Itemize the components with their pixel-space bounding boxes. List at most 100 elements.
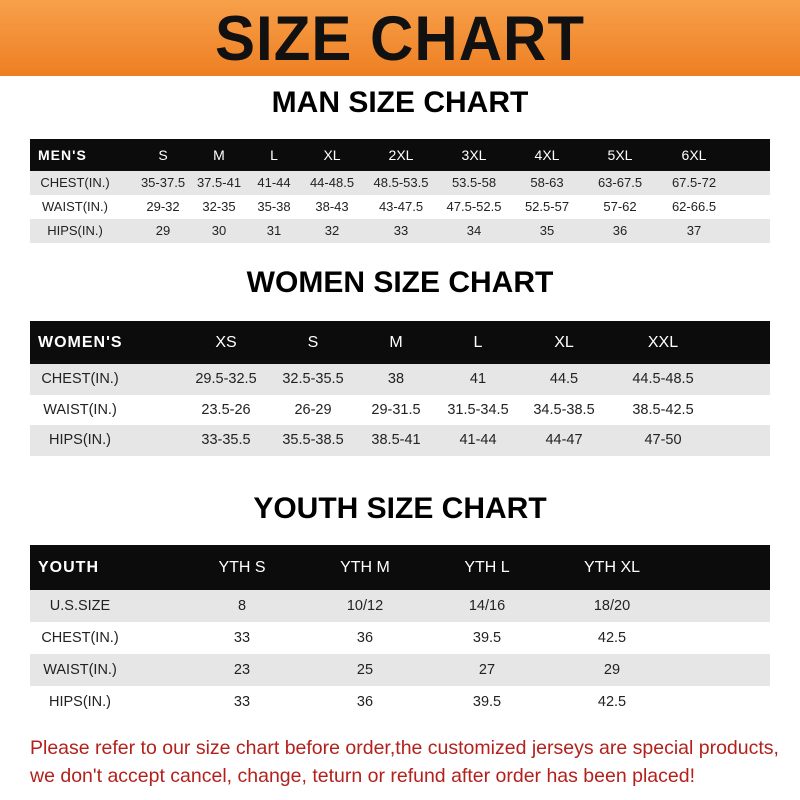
size-header: YTH XL bbox=[583, 559, 641, 576]
women-heading: WOMEN SIZE CHART bbox=[246, 266, 554, 299]
table-cell: 47.5-52.5 bbox=[446, 199, 502, 214]
table-cell: 35-37.5 bbox=[140, 175, 186, 190]
table-row: WAIST(IN.) 29-32 32-35 35-38 38-43 43-47.5 47.… bbox=[30, 195, 770, 219]
size-header: 6XL bbox=[681, 147, 707, 163]
row-label: WAIST(IN.) bbox=[43, 662, 117, 678]
table-cell: 10/12 bbox=[346, 598, 384, 614]
table-cell: 42.5 bbox=[597, 630, 627, 646]
table-cell: 52.5-57 bbox=[524, 199, 570, 214]
table-corner-label: MEN'S bbox=[38, 147, 87, 163]
row-label: HIPS(IN.) bbox=[47, 223, 103, 238]
table-cell: 23 bbox=[233, 662, 251, 678]
size-header: L bbox=[473, 334, 483, 351]
size-header: 5XL bbox=[607, 147, 633, 163]
size-header: M bbox=[213, 147, 225, 163]
row-label: HIPS(IN.) bbox=[48, 694, 112, 710]
table-cell: 35.5-38.5 bbox=[282, 432, 344, 448]
table-cell: 26-29 bbox=[294, 401, 332, 418]
table-cell: 44-48.5 bbox=[309, 175, 355, 190]
size-header: 2XL bbox=[388, 147, 414, 163]
table-cell: 33-35.5 bbox=[201, 432, 251, 448]
table-row: CHEST(IN.) 33 36 39.5 42.5 bbox=[30, 622, 770, 654]
table-cell: 32-35 bbox=[202, 199, 236, 214]
table-cell: 41-44 bbox=[257, 175, 291, 190]
table-cell: 58-63 bbox=[530, 175, 564, 190]
table-cell: 32.5-35.5 bbox=[282, 371, 344, 387]
title-banner: SIZE CHART bbox=[0, 0, 800, 76]
table-header-row: WOMEN'S XS S M L XL XXL bbox=[30, 321, 770, 364]
table-cell: 37 bbox=[686, 223, 702, 238]
table-cell: 32 bbox=[324, 223, 340, 238]
table-cell: 41 bbox=[469, 371, 487, 387]
table-cell: 23.5-26 bbox=[201, 401, 251, 418]
men-heading: MAN SIZE CHART bbox=[271, 86, 529, 119]
table-cell: 34 bbox=[466, 223, 482, 238]
table-cell: 43-47.5 bbox=[378, 199, 424, 214]
size-header: S bbox=[158, 147, 168, 163]
table-cell: 48.5-53.5 bbox=[373, 175, 429, 190]
row-label: WAIST(IN.) bbox=[42, 199, 108, 214]
table-cell: 29-31.5 bbox=[371, 401, 421, 418]
table-cell: 18/20 bbox=[593, 598, 631, 614]
table-cell: 33 bbox=[233, 630, 251, 646]
table-cell: 29 bbox=[155, 223, 171, 238]
table-row: CHEST(IN.) 29.5-32.5 32.5-35.5 38 41 44.5 44.5… bbox=[30, 364, 770, 395]
table-cell: 63-67.5 bbox=[597, 175, 643, 190]
table-corner-label: YOUTH bbox=[38, 559, 99, 576]
table-cell: 29 bbox=[603, 662, 621, 678]
row-label: U.S.SIZE bbox=[49, 598, 111, 614]
table-cell: 34.5-38.5 bbox=[533, 401, 595, 418]
youth-heading: YOUTH SIZE CHART bbox=[253, 492, 547, 525]
table-cell: 39.5 bbox=[472, 694, 502, 710]
size-header: XL bbox=[554, 334, 574, 351]
table-row: HIPS(IN.) 33 36 39.5 42.5 bbox=[30, 686, 770, 718]
size-header: YTH L bbox=[464, 559, 510, 576]
table-cell: 35 bbox=[539, 223, 555, 238]
size-header: YTH M bbox=[340, 559, 390, 576]
table-cell: 41-44 bbox=[459, 432, 497, 448]
row-label: HIPS(IN.) bbox=[48, 432, 112, 448]
table-cell: 44.5-48.5 bbox=[632, 371, 694, 387]
table-cell: 29.5-32.5 bbox=[195, 371, 257, 387]
size-header: XL bbox=[323, 147, 341, 163]
table-cell: 47-50 bbox=[644, 432, 682, 448]
table-cell: 44-47 bbox=[545, 432, 583, 448]
size-header: 4XL bbox=[534, 147, 560, 163]
size-header: YTH S bbox=[218, 559, 266, 576]
row-label: CHEST(IN.) bbox=[40, 175, 110, 190]
table-cell: 35-38 bbox=[257, 199, 291, 214]
table-cell: 44.5 bbox=[549, 371, 579, 387]
table-corner-label: WOMEN'S bbox=[38, 334, 123, 351]
table-cell: 27 bbox=[478, 662, 496, 678]
table-cell: 33 bbox=[393, 223, 409, 238]
table-cell: 33 bbox=[233, 694, 251, 710]
table-cell: 38 bbox=[387, 371, 405, 387]
table-cell: 30 bbox=[211, 223, 227, 238]
size-header: 3XL bbox=[461, 147, 487, 163]
page-title: SIZE CHART bbox=[215, 3, 585, 74]
table-cell: 53.5-58 bbox=[451, 175, 497, 190]
table-cell: 38.5-42.5 bbox=[632, 401, 694, 418]
table-row: CHEST(IN.) 35-37.5 37.5-41 41-44 44-48.5 48.5… bbox=[30, 171, 770, 195]
size-header: S bbox=[307, 334, 319, 351]
table-row: WAIST(IN.) 23.5-26 26-29 29-31.5 31.5-34.5 34… bbox=[30, 394, 770, 425]
table-cell: 62-66.5 bbox=[671, 199, 717, 214]
size-header: L bbox=[270, 147, 278, 163]
size-header: XS bbox=[215, 334, 237, 351]
table-row: HIPS(IN.) 33-35.5 35.5-38.5 38.5-41 41-44 44-… bbox=[30, 425, 770, 456]
table-cell: 37.5-41 bbox=[196, 175, 242, 190]
table-cell: 42.5 bbox=[597, 694, 627, 710]
table-cell: 25 bbox=[356, 662, 374, 678]
size-header: XXL bbox=[647, 334, 679, 351]
table-cell: 39.5 bbox=[472, 630, 502, 646]
footer-line-1: Please refer to our size chart before or… bbox=[30, 737, 779, 759]
table-cell: 36 bbox=[356, 694, 374, 710]
row-label: CHEST(IN.) bbox=[41, 630, 119, 646]
table-cell: 38-43 bbox=[315, 199, 349, 214]
table-row: WAIST(IN.) 23 25 27 29 bbox=[30, 654, 770, 686]
table-cell: 29-32 bbox=[146, 199, 180, 214]
footer-line-2: we don't accept cancel, change, teturn o… bbox=[30, 765, 695, 787]
table-header-row: MEN'S S M L XL 2XL 3XL 4XL 5XL 6XL bbox=[30, 139, 770, 171]
table-cell: 67.5-72 bbox=[671, 175, 717, 190]
row-label: WAIST(IN.) bbox=[43, 401, 117, 418]
